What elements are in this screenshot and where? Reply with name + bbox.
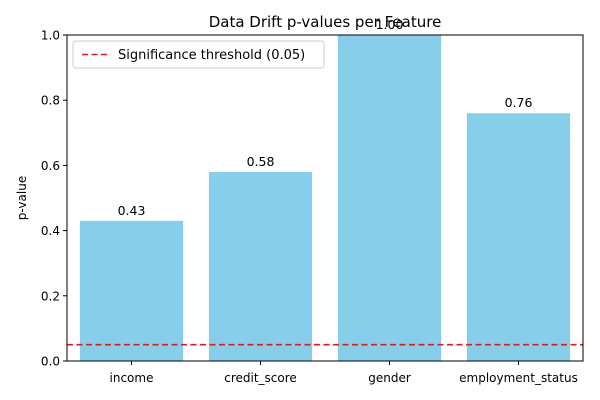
- x-tick-label-income: income: [110, 371, 154, 385]
- axes-frame: [66, 34, 584, 362]
- y-tick-label: 0.4: [41, 224, 60, 238]
- axes-group: [66, 34, 584, 362]
- y-tick-label: 0.2: [41, 289, 60, 303]
- data-label-income: 0.43: [118, 203, 146, 218]
- y-tick-label: 0.6: [41, 159, 60, 173]
- legend: Significance threshold (0.05): [72, 40, 325, 69]
- y-tick-label: 0.8: [41, 94, 60, 108]
- x-tick-label-credit_score: credit_score: [224, 371, 297, 385]
- y-ticks-group: 0.0 0.2 0.4 0.6 0.8 1.0: [41, 29, 67, 369]
- bar-gender: [337, 35, 442, 361]
- bar-income: [79, 220, 184, 361]
- legend-threshold-label: Significance threshold (0.05): [118, 48, 305, 63]
- bar-employment_status: [466, 113, 571, 362]
- y-tick-label: 0.0: [41, 355, 60, 369]
- x-ticks-group: income credit_score gender employment_statu…: [110, 361, 578, 385]
- y-tick-label: 1.0: [41, 29, 60, 43]
- data-label-gender: 1.00: [376, 17, 404, 32]
- legend-box: [72, 40, 325, 69]
- bars-group: [79, 35, 571, 362]
- data-label-credit_score: 0.58: [247, 154, 275, 169]
- x-tick-label-employment_status: employment_status: [459, 371, 578, 385]
- data-labels-group: 0.43 0.58 1.00 0.76: [118, 17, 533, 218]
- bar-credit_score: [208, 171, 313, 361]
- data-label-employment_status: 0.76: [505, 95, 533, 110]
- y-axis-label: p-value: [15, 176, 29, 220]
- x-tick-label-gender: gender: [368, 371, 411, 385]
- chart-title: Data Drift p-values per Feature: [209, 13, 442, 31]
